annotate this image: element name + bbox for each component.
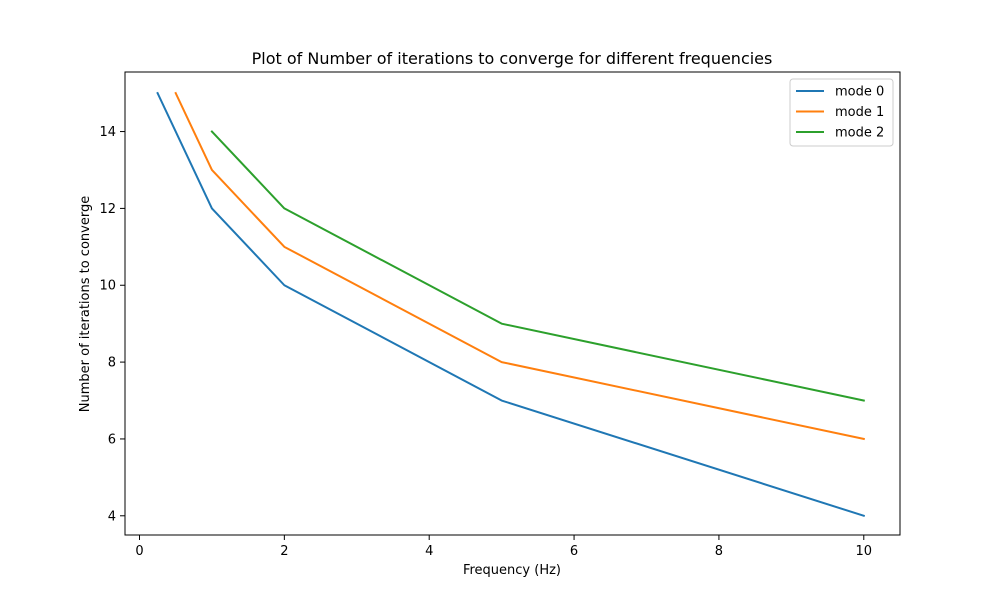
y-tick-label: 12	[99, 202, 116, 217]
x-axis-label: Frequency (Hz)	[463, 563, 561, 578]
plot-area: 0 2 4 6 8 10 4 6 8 10 12 14	[99, 71, 901, 559]
x-tick-label: 4	[425, 544, 433, 559]
y-axis-label: Number of iterations to converge	[78, 196, 93, 412]
y-tick-label: 4	[108, 509, 116, 524]
legend-label-0: mode 0	[835, 85, 884, 100]
x-tick-label: 0	[135, 544, 143, 559]
legend-label-1: mode 1	[835, 105, 884, 120]
x-tick-label: 2	[280, 544, 288, 559]
series-line-1	[174, 91, 865, 441]
y-tick-label: 8	[108, 356, 116, 371]
series-line-0	[156, 91, 866, 518]
legend: mode 0 mode 1 mode 2	[789, 78, 894, 147]
x-tick-label: 8	[715, 544, 723, 559]
axes-frame	[124, 71, 901, 536]
legend-box	[789, 78, 894, 147]
x-tick-label: 10	[856, 544, 873, 559]
x-tick-label: 6	[570, 544, 578, 559]
legend-label-2: mode 2	[835, 126, 884, 141]
series-line-2	[210, 130, 865, 402]
y-tick-label: 10	[99, 279, 116, 294]
y-tick-label: 14	[99, 125, 116, 140]
y-tick-label: 6	[108, 432, 116, 447]
chart-title: Plot of Number of iterations to converge…	[252, 49, 773, 68]
